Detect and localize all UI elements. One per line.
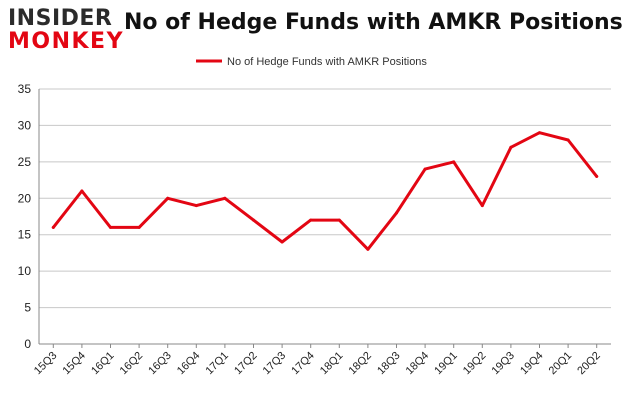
x-tick-label: 17Q1 bbox=[203, 350, 231, 378]
y-tick-label: 25 bbox=[18, 155, 32, 169]
series-layer bbox=[51, 131, 599, 251]
data-point-19Q1 bbox=[452, 160, 456, 164]
x-tick-label: 17Q3 bbox=[261, 350, 289, 378]
data-point-15Q4 bbox=[80, 189, 84, 193]
y-tick-label: 10 bbox=[18, 264, 32, 278]
x-tick-label: 17Q2 bbox=[232, 350, 260, 378]
logo-line-insider: INSIDER bbox=[8, 6, 113, 31]
axes bbox=[38, 89, 611, 348]
insider-monkey-logo: INSIDER MONKEY bbox=[8, 6, 123, 54]
data-point-17Q4 bbox=[309, 218, 313, 222]
data-point-20Q1 bbox=[566, 138, 570, 142]
data-point-17Q3 bbox=[280, 240, 284, 244]
x-tick-label: 15Q3 bbox=[32, 350, 60, 378]
x-tick-label: 15Q4 bbox=[60, 350, 88, 378]
data-point-18Q1 bbox=[337, 218, 341, 222]
x-tick-label: 20Q1 bbox=[547, 350, 575, 378]
x-tick-label: 18Q2 bbox=[346, 350, 374, 378]
data-point-16Q1 bbox=[109, 225, 112, 229]
x-tick-label: 18Q4 bbox=[404, 350, 432, 378]
data-point-16Q2 bbox=[137, 225, 141, 229]
y-tick-label: 0 bbox=[24, 337, 31, 351]
data-point-18Q3 bbox=[395, 211, 398, 215]
data-point-15Q3 bbox=[51, 225, 55, 229]
data-point-19Q3 bbox=[509, 145, 513, 149]
data-point-16Q3 bbox=[166, 196, 170, 200]
data-point-18Q2 bbox=[366, 247, 370, 251]
legend-label: No of Hedge Funds with AMKR Positions bbox=[227, 56, 427, 68]
x-tick-label: 16Q4 bbox=[175, 350, 203, 378]
data-point-20Q2 bbox=[595, 174, 599, 178]
x-tick-label: 19Q3 bbox=[489, 350, 517, 378]
data-point-17Q1 bbox=[223, 196, 227, 200]
y-tick-label: 5 bbox=[24, 301, 31, 315]
x-tick-label: 16Q1 bbox=[89, 350, 117, 378]
y-tick-label: 15 bbox=[18, 228, 32, 242]
x-tick-labels: 15Q3 15Q4 16Q1 16Q2 16Q3 16Q4 17Q1 17Q2 17Q3 17Q4… bbox=[32, 350, 603, 378]
x-tick-label: 19Q4 bbox=[518, 350, 546, 378]
legend: No of Hedge Funds with AMKR Positions bbox=[196, 56, 427, 68]
gridlines bbox=[39, 88, 611, 309]
x-tick-label: 20Q2 bbox=[575, 350, 603, 378]
x-tick-label: 18Q3 bbox=[375, 350, 403, 378]
x-tick-label: 16Q3 bbox=[146, 350, 174, 378]
y-tick-label: 20 bbox=[18, 191, 32, 205]
y-tick-label: 30 bbox=[18, 118, 32, 132]
x-tick-label: 16Q2 bbox=[118, 350, 146, 378]
data-point-18Q4 bbox=[423, 167, 427, 171]
data-point-16Q4 bbox=[194, 204, 198, 208]
x-tick-label: 18Q1 bbox=[318, 350, 346, 378]
data-point-17Q2 bbox=[252, 218, 255, 222]
x-tick-label: 19Q2 bbox=[461, 350, 489, 378]
data-point-19Q2 bbox=[480, 204, 484, 208]
y-tick-label: 35 bbox=[18, 82, 32, 96]
series-line bbox=[51, 131, 599, 251]
logo-line-monkey: MONKEY bbox=[8, 29, 125, 54]
x-tick-label: 17Q4 bbox=[289, 350, 317, 378]
y-tick-labels: 0 5 10 15 20 25 30 35 bbox=[18, 82, 32, 351]
chart-title: No of Hedge Funds with AMKR Positions bbox=[124, 10, 623, 35]
x-tick-label: 19Q1 bbox=[432, 350, 460, 378]
data-point-19Q4 bbox=[538, 131, 541, 135]
